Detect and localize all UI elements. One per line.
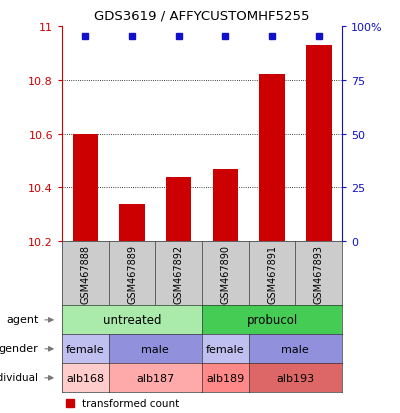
Text: GSM467891: GSM467891 (267, 244, 277, 303)
Text: alb189: alb189 (206, 373, 244, 383)
Bar (306, 46, 332, 242)
Bar (119, 204, 145, 242)
Bar (72, 134, 98, 242)
Title: GDS3619 / AFFYCUSTOMHF5255: GDS3619 / AFFYCUSTOMHF5255 (94, 10, 310, 23)
Text: agent: agent (6, 315, 38, 325)
Text: male: male (142, 344, 169, 354)
Text: GSM467889: GSM467889 (127, 244, 137, 303)
Text: GSM467892: GSM467892 (174, 244, 184, 303)
Text: alb168: alb168 (66, 373, 104, 383)
Text: gender: gender (0, 344, 38, 354)
Text: probucol: probucol (246, 313, 298, 327)
Text: GSM467893: GSM467893 (314, 244, 324, 303)
Bar (259, 75, 285, 242)
Text: male: male (282, 344, 309, 354)
Text: individual: individual (0, 373, 38, 382)
Text: female: female (206, 344, 245, 354)
Text: GSM467890: GSM467890 (220, 244, 230, 303)
Text: alb193: alb193 (276, 373, 314, 383)
Text: untreated: untreated (103, 313, 161, 327)
Text: transformed count: transformed count (82, 398, 179, 408)
Text: GSM467888: GSM467888 (80, 244, 90, 303)
Bar (166, 177, 192, 242)
Bar (212, 169, 238, 242)
Text: alb187: alb187 (136, 373, 174, 383)
Text: female: female (66, 344, 105, 354)
